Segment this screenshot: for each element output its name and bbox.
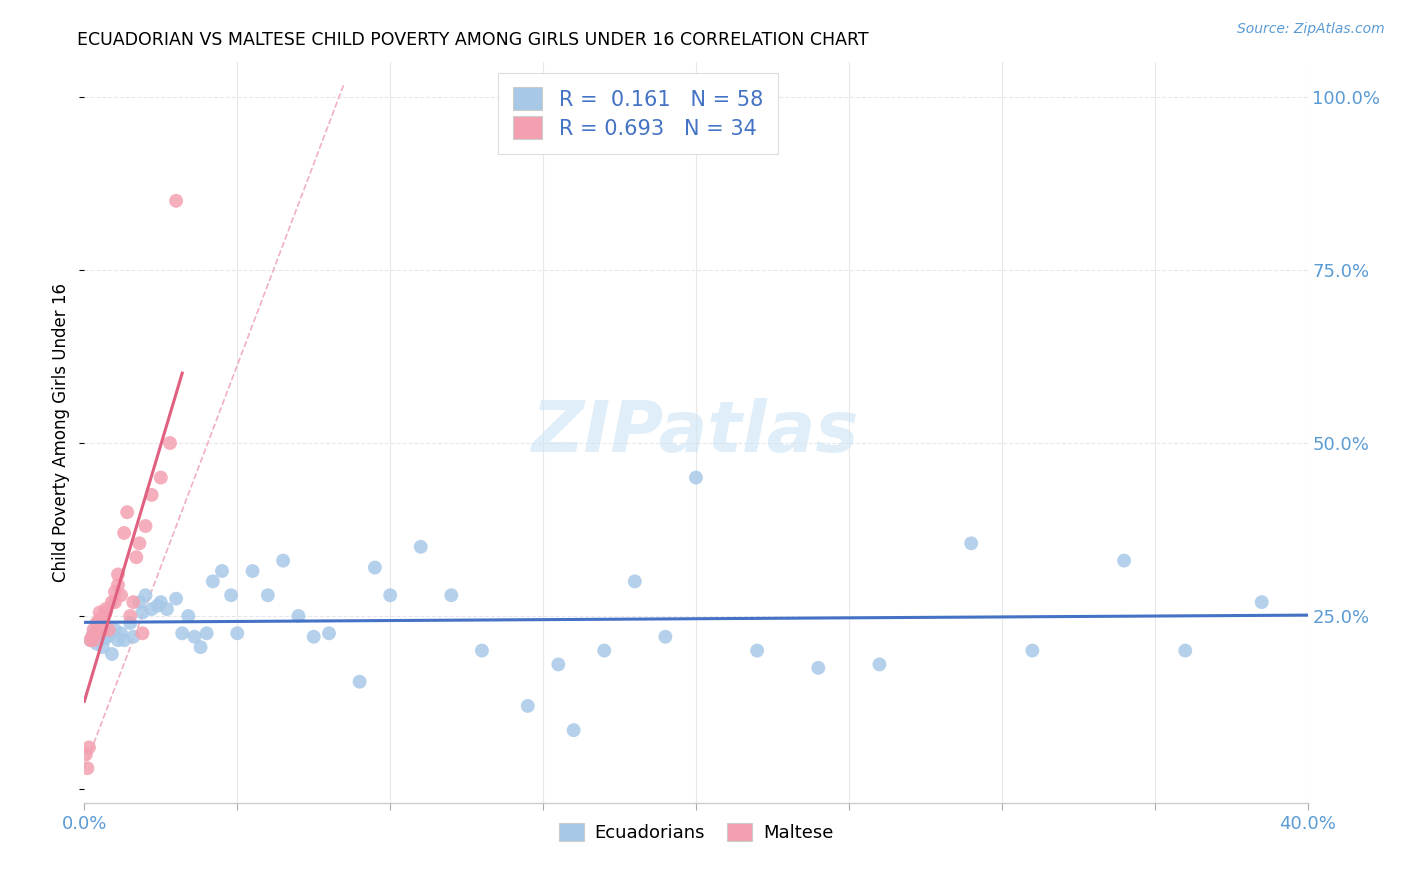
Point (364, 560, 387, 574)
Point (76, 761, 98, 775)
Point (115, 505, 138, 519)
Point (141, 488, 163, 502)
Point (593, 643, 616, 657)
Point (135, 519, 157, 533)
Point (94, 602, 117, 616)
Point (97, 623, 120, 637)
Point (89, 612, 111, 626)
Point (89, 606, 111, 620)
Point (94, 631, 117, 645)
Point (409, 540, 432, 554)
Point (172, 626, 194, 640)
Point (91, 640, 114, 654)
Point (195, 626, 218, 640)
Point (122, 595, 145, 609)
Point (747, 643, 769, 657)
Point (516, 698, 538, 713)
Point (83, 626, 105, 640)
Point (211, 564, 233, 578)
Point (75, 747, 97, 762)
Point (624, 574, 647, 589)
Point (104, 595, 127, 609)
Text: ECUADORIAN VS MALTESE CHILD POVERTY AMONG GIRLS UNDER 16 CORRELATION CHART: ECUADORIAN VS MALTESE CHILD POVERTY AMON… (77, 31, 869, 49)
Point (86, 615, 108, 630)
Point (807, 661, 830, 675)
Point (79, 633, 101, 648)
Point (101, 647, 124, 661)
Point (91, 612, 114, 626)
Point (122, 630, 145, 644)
Point (94, 606, 117, 620)
Point (287, 609, 309, 624)
Point (547, 657, 569, 672)
Point (869, 657, 891, 672)
Point (120, 609, 142, 624)
Legend: Ecuadorians, Maltese: Ecuadorians, Maltese (551, 815, 841, 849)
Point (131, 626, 153, 640)
Point (101, 595, 124, 609)
Point (1021, 643, 1043, 657)
Point (201, 574, 224, 589)
Point (110, 588, 132, 602)
Point (131, 606, 153, 620)
Point (349, 674, 371, 689)
Point (257, 588, 280, 602)
Point (302, 630, 325, 644)
Point (104, 623, 127, 637)
Point (156, 602, 179, 616)
Point (159, 436, 181, 450)
Point (242, 564, 264, 578)
Point (1174, 643, 1197, 657)
Point (149, 470, 172, 484)
Point (146, 599, 169, 613)
Point (80, 630, 103, 644)
Point (226, 626, 249, 640)
Point (183, 630, 205, 644)
Point (107, 633, 129, 648)
Point (128, 595, 150, 609)
Point (83, 623, 105, 637)
Point (960, 536, 983, 550)
Y-axis label: Child Poverty Among Girls Under 16: Child Poverty Among Girls Under 16 (52, 283, 70, 582)
Point (97, 628, 120, 642)
Point (685, 470, 707, 484)
Point (107, 578, 129, 592)
Point (165, 591, 187, 606)
Point (112, 633, 135, 648)
Text: Source: ZipAtlas.com: Source: ZipAtlas.com (1237, 22, 1385, 37)
Point (440, 588, 463, 602)
Point (135, 588, 157, 602)
Point (125, 550, 148, 565)
Point (141, 602, 163, 616)
Point (104, 584, 127, 599)
Point (107, 567, 129, 582)
Point (219, 588, 242, 602)
Point (83, 633, 105, 648)
Point (86, 637, 108, 651)
Point (318, 626, 340, 640)
Point (149, 595, 172, 609)
Point (1114, 554, 1136, 568)
Point (91, 623, 114, 637)
Point (77, 740, 100, 755)
Point (177, 609, 200, 624)
Point (86, 626, 108, 640)
Point (562, 723, 585, 738)
Point (89, 630, 111, 644)
Point (1250, 595, 1272, 609)
Point (271, 554, 294, 568)
Point (654, 630, 676, 644)
Point (190, 640, 212, 654)
Point (165, 194, 187, 208)
Point (128, 536, 150, 550)
Text: ZIPatlas: ZIPatlas (533, 398, 859, 467)
Point (380, 588, 402, 602)
Point (110, 626, 132, 640)
Point (120, 615, 142, 630)
Point (79, 633, 101, 648)
Point (112, 525, 135, 540)
Point (471, 643, 494, 657)
